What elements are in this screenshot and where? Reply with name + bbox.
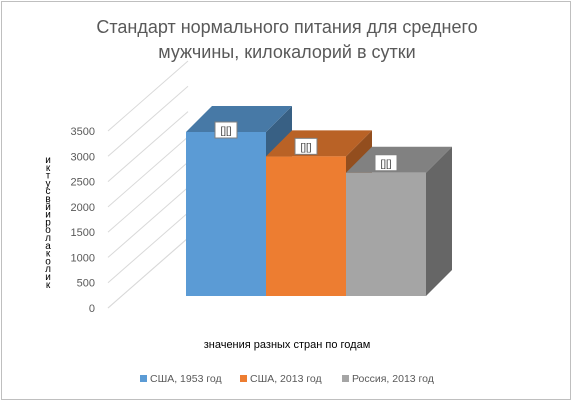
y-label-char: к bbox=[46, 249, 51, 260]
legend-swatch bbox=[240, 375, 247, 382]
data-label-text: [][] bbox=[300, 142, 311, 153]
x-axis-label: значения разных стран по годам bbox=[204, 339, 371, 351]
data-label: [][] bbox=[294, 137, 318, 155]
legend-label: Россия, 2013 год bbox=[352, 373, 434, 385]
gridline bbox=[107, 85, 189, 157]
legend-item: Россия, 2013 год bbox=[342, 373, 434, 385]
y-label-char: к bbox=[46, 280, 51, 291]
y-label-char: и bbox=[45, 155, 51, 166]
bar-front bbox=[186, 132, 266, 296]
bar-front bbox=[346, 172, 426, 296]
bar-top bbox=[346, 146, 452, 173]
bar-side bbox=[426, 146, 452, 296]
legend-swatch bbox=[140, 375, 147, 382]
y-label-char: л bbox=[45, 264, 51, 275]
y-label-char: т bbox=[46, 171, 51, 182]
bars bbox=[186, 106, 452, 296]
y-tick-label: 0 bbox=[89, 303, 95, 315]
data-label-box bbox=[214, 121, 238, 139]
y-tick-label: 1500 bbox=[71, 227, 95, 239]
chart-title-line-2: мужчины, килокалорий в сутки bbox=[158, 42, 415, 62]
gridline bbox=[107, 60, 189, 132]
y-label-char: с bbox=[46, 186, 51, 197]
data-labels: [][] [][] [][] bbox=[214, 121, 398, 172]
legend-swatch bbox=[342, 375, 349, 382]
data-label: [][] bbox=[214, 121, 238, 139]
y-label-char: у bbox=[46, 178, 51, 189]
legend-label: США, 1953 год bbox=[150, 373, 222, 385]
bar bbox=[346, 146, 452, 296]
y-label-char: л bbox=[45, 233, 51, 244]
bar-top bbox=[186, 106, 292, 132]
y-label-char: в bbox=[45, 194, 50, 205]
data-label-text: [][] bbox=[380, 159, 391, 170]
y-label-char: р bbox=[45, 217, 51, 228]
chart-title-line-1: Стандарт нормального питания для среднег… bbox=[96, 17, 477, 37]
legend-item: США, 1953 год bbox=[140, 373, 222, 385]
gridline bbox=[107, 161, 189, 233]
data-label-box bbox=[294, 137, 318, 155]
y-tick-label: 3500 bbox=[71, 126, 95, 138]
y-label-char: к bbox=[46, 163, 51, 174]
gridlines bbox=[107, 60, 189, 309]
bar-front bbox=[266, 156, 346, 296]
gridline bbox=[107, 136, 189, 208]
y-label-char: о bbox=[45, 225, 51, 236]
legend-item: США, 2013 год bbox=[240, 373, 322, 385]
gridline bbox=[107, 212, 189, 284]
legend: США, 1953 год США, 2013 год Россия, 2013 г… bbox=[140, 373, 434, 385]
gridline bbox=[107, 111, 189, 182]
legend-label: США, 2013 год bbox=[250, 373, 322, 385]
y-label-char: и bbox=[45, 272, 51, 283]
y-tick-label: 500 bbox=[77, 278, 95, 290]
bar-top bbox=[266, 130, 372, 157]
y-tick-label: 1000 bbox=[71, 252, 95, 264]
y-label-char: а bbox=[45, 241, 51, 252]
y-tick-label: 3000 bbox=[71, 151, 95, 163]
y-tick-label: 2500 bbox=[71, 177, 95, 189]
data-label-text: [][] bbox=[220, 126, 231, 137]
floor-line bbox=[107, 237, 189, 309]
gridline bbox=[107, 187, 189, 258]
y-label-char: и bbox=[45, 210, 51, 221]
data-label: [][] bbox=[374, 154, 398, 172]
y-tick-label: 2000 bbox=[71, 202, 95, 214]
y-label-char: й bbox=[45, 202, 51, 213]
data-label-box bbox=[374, 154, 398, 172]
y-axis-ticks: 0 500 1000 1500 2000 2500 3000 3500 bbox=[71, 126, 95, 315]
y-label-char: о bbox=[45, 256, 51, 267]
